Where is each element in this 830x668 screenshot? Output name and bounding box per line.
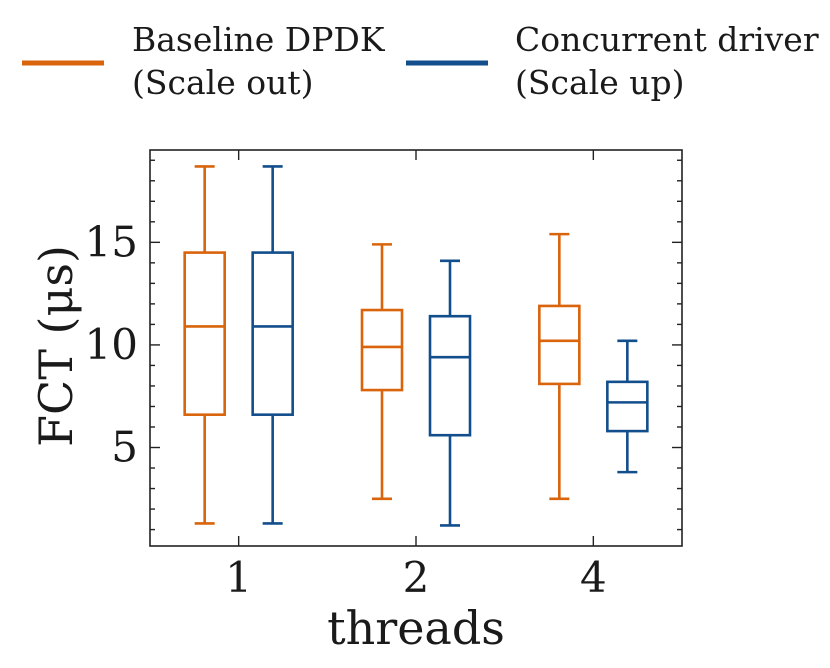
y-tick-label: 15 <box>85 217 138 266</box>
box-group <box>428 259 472 527</box>
legend-label-baseline-line2: (Scale out) <box>132 63 313 102</box>
box-group <box>360 243 404 501</box>
y-axis-title: FCT (μs) <box>29 245 83 447</box>
iqr-box <box>251 251 294 416</box>
iqr-box <box>606 380 649 433</box>
legend-label-concurrent-line2: (Scale up) <box>515 63 684 102</box>
box-group <box>183 165 226 525</box>
y-tick-label: 5 <box>111 423 138 472</box>
box-group <box>251 165 294 525</box>
x-axis-title: threads <box>327 601 505 655</box>
y-tick-label: 10 <box>85 320 138 369</box>
iqr-box <box>360 308 404 392</box>
x-tick-labels: 1 2 4 <box>225 553 606 602</box>
legend-label-baseline-line1: Baseline DPDK <box>132 20 386 59</box>
iqr-box <box>538 304 581 386</box>
x-tick-label: 1 <box>225 553 252 602</box>
legend-label-concurrent-line1: Concurrent driver <box>515 20 819 59</box>
boxes <box>183 165 649 527</box>
legend: Baseline DPDK (Scale out) Concurrent dri… <box>22 20 819 102</box>
x-tick-label: 4 <box>580 553 607 602</box>
axis-ticks <box>150 150 682 546</box>
iqr-box <box>183 251 226 416</box>
iqr-box <box>428 314 472 437</box>
box-group <box>606 339 649 474</box>
box-group <box>538 232 581 501</box>
y-tick-labels: 5 10 15 <box>85 217 138 471</box>
plot-frame <box>149 149 683 547</box>
x-tick-label: 2 <box>403 553 430 602</box>
